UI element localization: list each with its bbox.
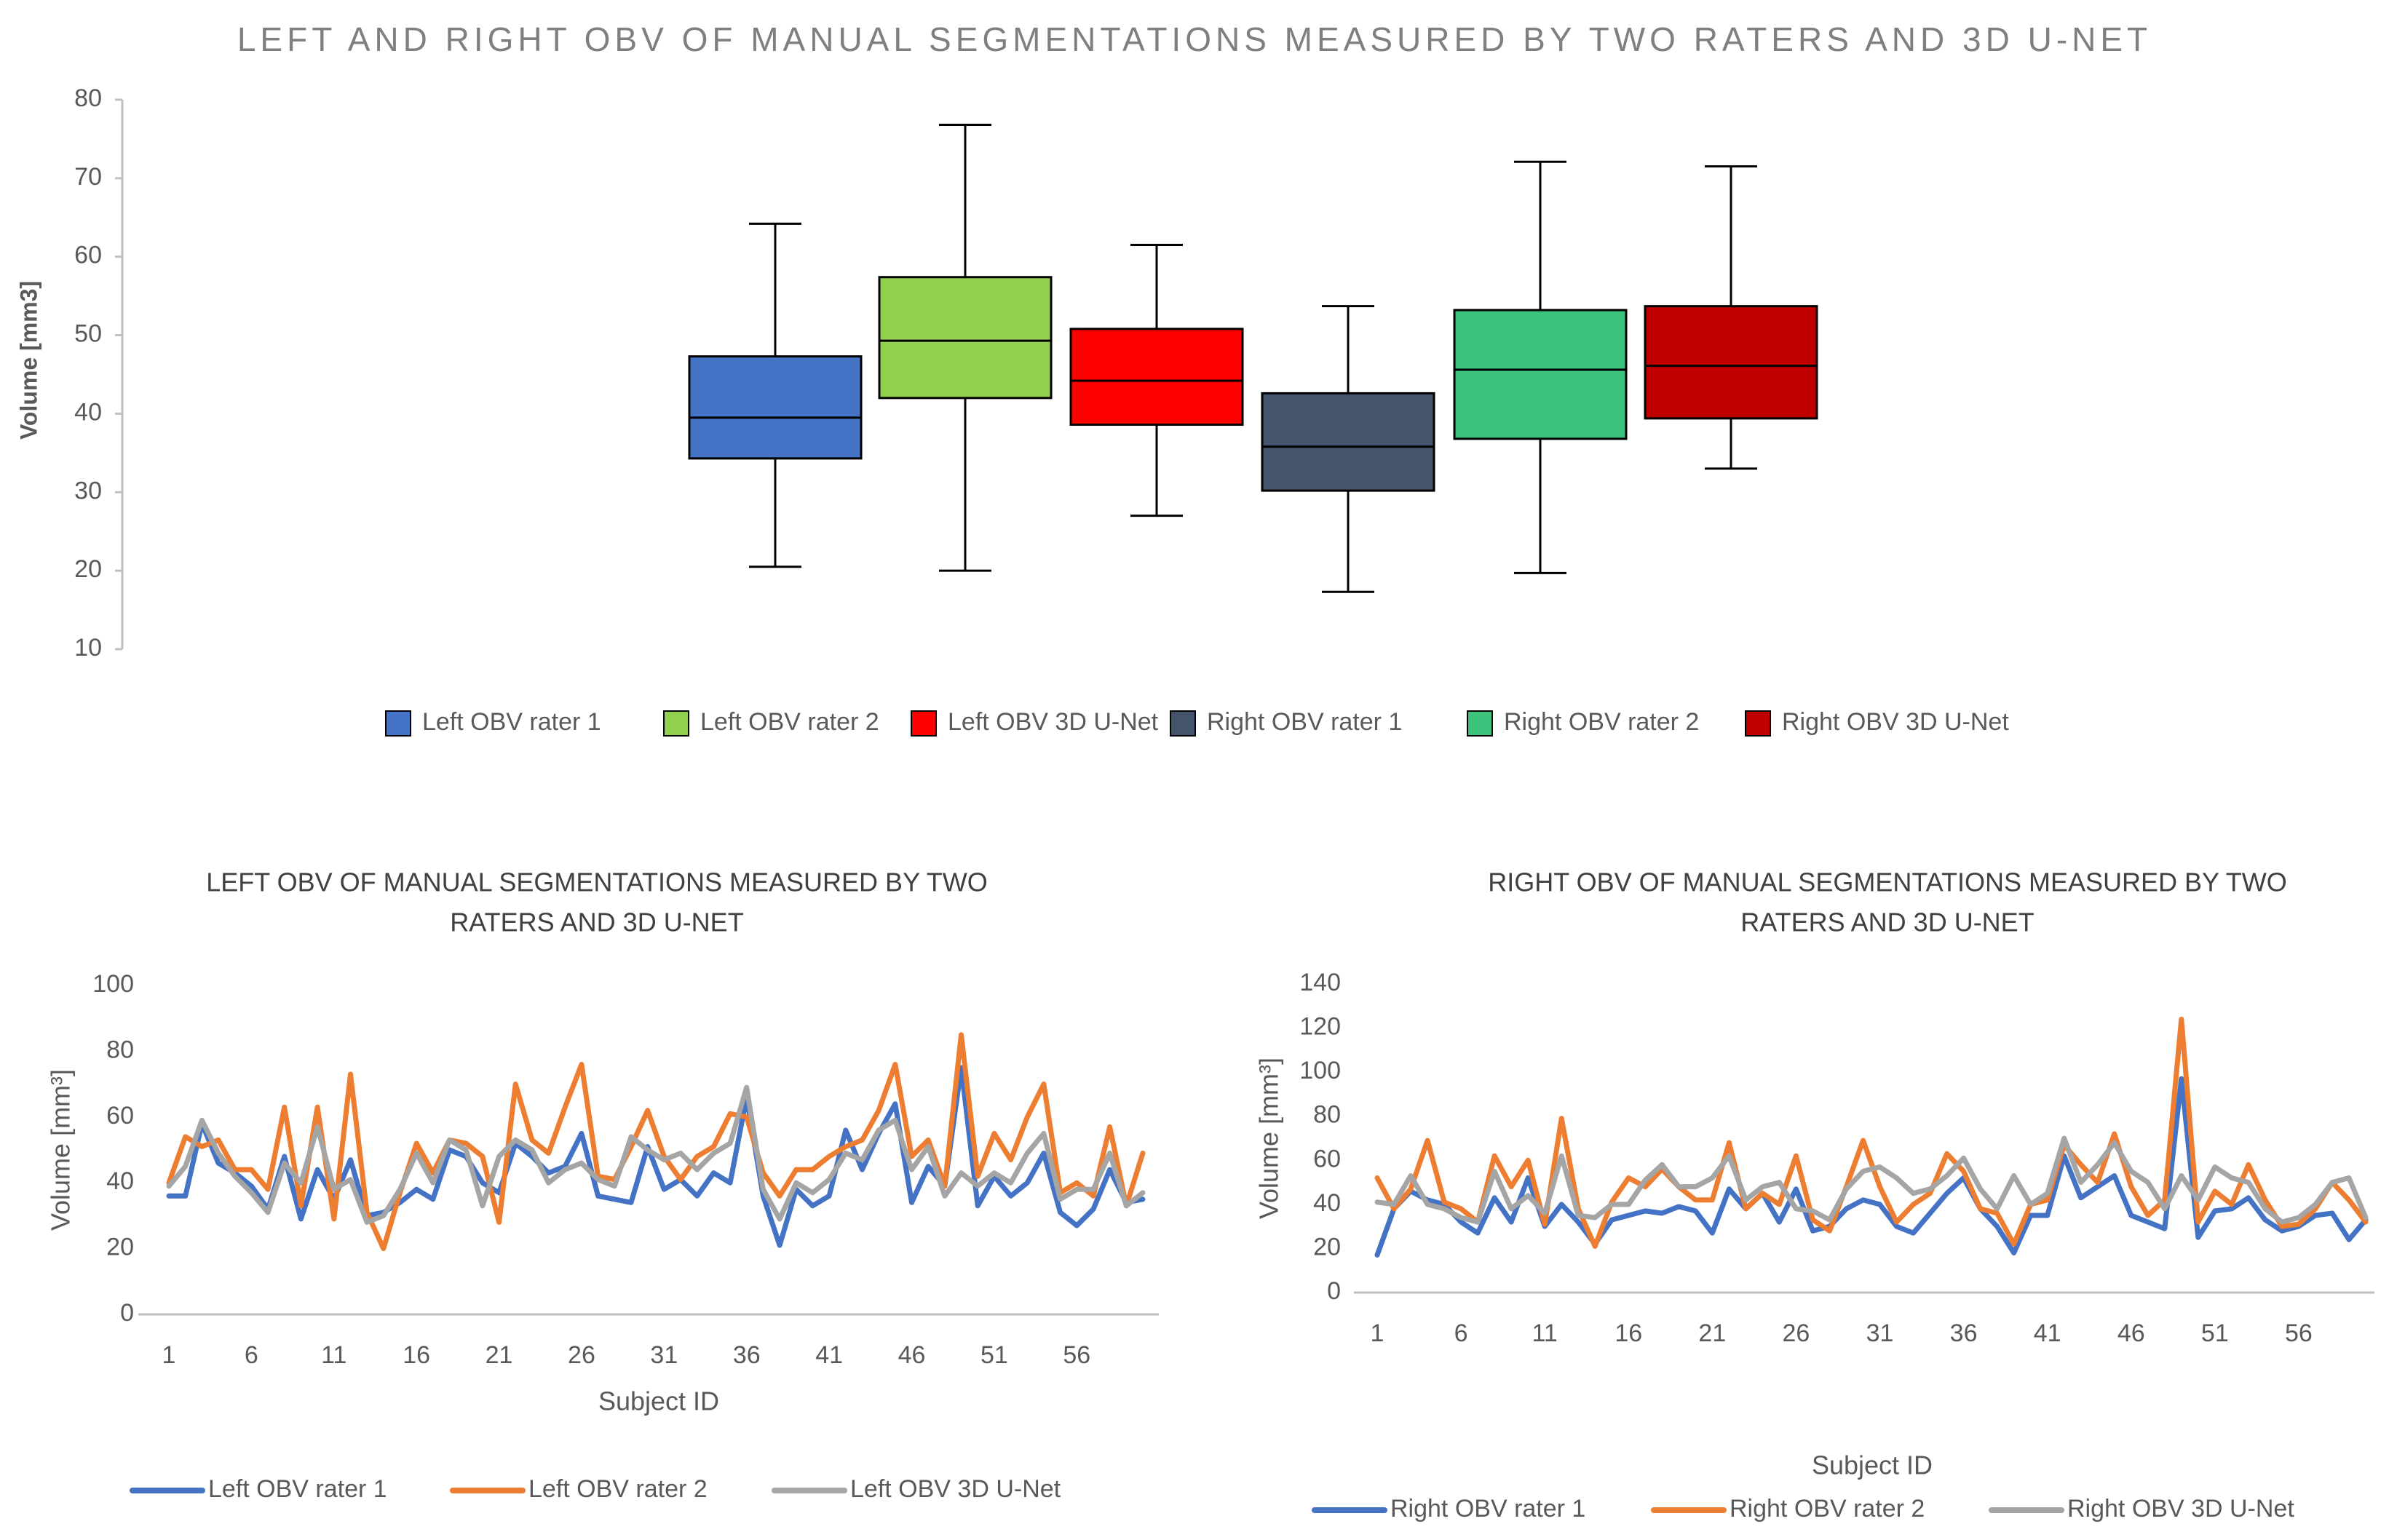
y-tick-label: 120	[1299, 1013, 1341, 1041]
box-iqr	[1644, 305, 1818, 420]
y-tick-label: 60	[106, 1102, 134, 1130]
chart-title-line-2: RATERS AND 3D U-NET	[450, 908, 743, 937]
x-tick-label: 11	[321, 1341, 346, 1369]
x-tick-label: 1	[1371, 1319, 1384, 1347]
x-tick-label: 31	[1866, 1319, 1894, 1347]
x-tick-label: 46	[2117, 1319, 2145, 1347]
y-tick-label: 70	[74, 163, 102, 191]
x-tick-label: 51	[2201, 1319, 2229, 1347]
y-tick-label: 30	[74, 477, 102, 504]
y-tick-label: 100	[1299, 1057, 1341, 1084]
legend-swatch	[1745, 710, 1771, 737]
chart-title-line-1: RIGHT OBV OF MANUAL SEGMENTATIONS MEASUR…	[1488, 868, 2286, 897]
x-tick-label: 46	[898, 1341, 926, 1369]
left-line-chart-panel: LEFT OBV OF MANUAL SEGMENTATIONS MEASURE…	[46, 868, 1159, 1503]
series-line	[166, 1084, 1146, 1225]
box-iqr	[1069, 328, 1244, 426]
y-tick-label: 50	[74, 320, 102, 348]
x-tick-label: 16	[403, 1341, 430, 1369]
box-iqr	[878, 276, 1053, 400]
x-tick-label: 36	[1950, 1319, 1978, 1347]
series-line	[166, 1032, 1146, 1252]
x-tick-label: 36	[733, 1341, 761, 1369]
y-tick-label: 60	[1313, 1145, 1341, 1172]
legend-swatch	[911, 710, 937, 737]
y-axis-label: Volume [mm³]	[1254, 1057, 1284, 1219]
legend-label: Right OBV rater 1	[1207, 708, 1402, 736]
chart-title: LEFT AND RIGHT OBV OF MANUAL SEGMENTATIO…	[237, 20, 2152, 58]
x-tick-label: 31	[650, 1341, 678, 1369]
y-tick-label: 80	[74, 84, 102, 112]
legend-swatch	[663, 710, 689, 737]
legend-label: Right OBV rater 2	[1504, 708, 1699, 736]
x-tick-label: 41	[815, 1341, 843, 1369]
x-tick-label: 56	[1063, 1341, 1090, 1369]
box-iqr	[1453, 309, 1628, 440]
x-tick-label: 41	[2034, 1319, 2061, 1347]
y-tick-label: 60	[74, 242, 102, 269]
y-tick-label: 20	[74, 555, 102, 583]
y-tick-label: 20	[1313, 1233, 1341, 1261]
x-tick-label: 11	[1532, 1319, 1558, 1347]
box-iqr	[688, 355, 863, 460]
legend-swatch	[1170, 710, 1196, 737]
x-tick-label: 16	[1615, 1319, 1642, 1347]
box-iqr	[1261, 392, 1435, 492]
y-tick-label: 0	[120, 1299, 134, 1327]
chart-title-line-1: LEFT OBV OF MANUAL SEGMENTATIONS MEASURE…	[206, 868, 988, 897]
legend-label: Left OBV rater 2	[528, 1475, 708, 1503]
x-tick-label: 21	[486, 1341, 513, 1369]
legend-label: Left OBV rater 1	[422, 708, 601, 736]
x-axis-label: Subject ID	[1812, 1450, 1933, 1480]
legend-label: Right OBV rater 2	[1730, 1495, 1925, 1523]
y-tick-label: 80	[1313, 1101, 1341, 1129]
legend-label: Left OBV 3D U-Net	[948, 708, 1159, 736]
legend-label: Right OBV 3D U-Net	[2067, 1495, 2294, 1523]
legend-label: Left OBV rater 1	[208, 1475, 387, 1503]
legend-swatch	[1467, 710, 1493, 737]
y-tick-label: 0	[1327, 1277, 1341, 1305]
y-tick-label: 40	[74, 398, 102, 426]
legend-label: Right OBV 3D U-Net	[1782, 708, 2009, 736]
x-tick-label: 56	[2285, 1319, 2313, 1347]
boxplot-panel: LEFT AND RIGHT OBV OF MANUAL SEGMENTATIO…	[15, 20, 2152, 737]
legend-label: Left OBV 3D U-Net	[850, 1475, 1061, 1503]
y-tick-label: 10	[74, 634, 102, 662]
y-tick-label: 40	[106, 1167, 134, 1195]
x-tick-label: 21	[1698, 1319, 1726, 1347]
y-tick-label: 20	[106, 1234, 134, 1261]
x-tick-label: 1	[162, 1341, 176, 1369]
legend-label: Right OBV rater 1	[1390, 1495, 1585, 1523]
y-tick-label: 40	[1313, 1189, 1341, 1217]
series-line	[1374, 1135, 2369, 1225]
right-line-chart-panel: RIGHT OBV OF MANUAL SEGMENTATIONS MEASUR…	[1254, 868, 2374, 1523]
chart-title-line-2: RATERS AND 3D U-NET	[1740, 908, 2034, 937]
y-tick-label: 140	[1299, 969, 1341, 996]
x-tick-label: 6	[245, 1341, 258, 1369]
x-tick-label: 51	[980, 1341, 1008, 1369]
x-tick-label: 26	[568, 1341, 595, 1369]
y-axis-label: Volume [mm³]	[46, 1069, 76, 1231]
x-tick-label: 26	[1783, 1319, 1810, 1347]
y-tick-label: 100	[92, 970, 134, 998]
y-tick-label: 80	[106, 1036, 134, 1063]
x-axis-label: Subject ID	[598, 1386, 719, 1416]
legend-swatch	[385, 710, 411, 737]
legend-label: Left OBV rater 2	[700, 708, 879, 736]
x-tick-label: 6	[1454, 1319, 1468, 1347]
y-axis-label: Volume [mm3]	[15, 281, 41, 440]
